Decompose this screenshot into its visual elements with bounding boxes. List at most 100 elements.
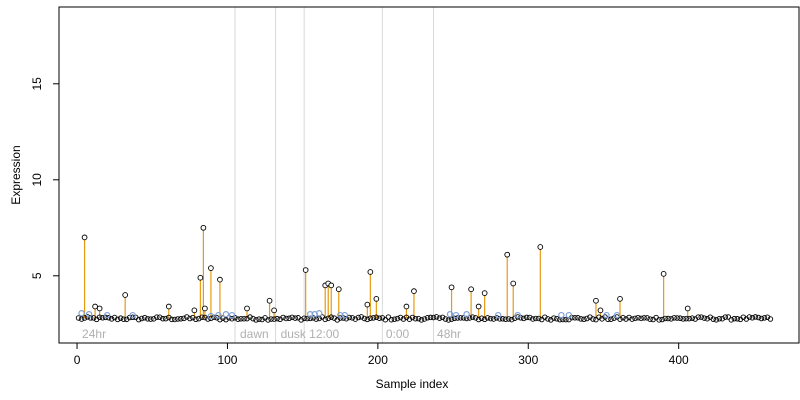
baseline-point (99, 315, 106, 321)
baseline-point (394, 315, 401, 322)
baseline-point (370, 315, 377, 321)
baseline-point (81, 315, 88, 321)
baseline-point (758, 315, 765, 322)
baseline-point (545, 316, 551, 322)
baseline-point (169, 316, 175, 323)
highlighted-point (81, 234, 88, 241)
x-axis-label: Sample index (376, 377, 449, 391)
baseline-point (752, 314, 759, 320)
highlighted-point (510, 280, 517, 287)
baseline-point (641, 315, 647, 321)
baseline-point (352, 316, 359, 322)
baseline-point (151, 316, 157, 322)
baseline-point (108, 316, 115, 322)
baseline-point (530, 316, 536, 322)
baseline-point (355, 314, 362, 321)
blue-point (306, 311, 314, 318)
baseline-point (533, 315, 539, 322)
highlighted-points (81, 224, 691, 314)
baseline-point (710, 316, 717, 322)
baseline-point (728, 317, 735, 323)
baseline-point (307, 315, 313, 322)
baseline-point (141, 314, 148, 321)
baseline-point (364, 316, 371, 323)
baseline-point (114, 316, 121, 323)
y-axis-label: Expression (9, 145, 23, 204)
baseline-point (235, 316, 241, 322)
blue-point (207, 312, 215, 320)
baseline-point (343, 315, 350, 322)
y-axis: 5 10 15 (30, 77, 59, 279)
blue-point (613, 311, 621, 319)
baseline-point (349, 315, 356, 321)
highlighted-point (617, 295, 623, 302)
baseline-point (563, 316, 569, 323)
baseline-point (689, 315, 695, 321)
baseline-point (259, 316, 265, 323)
baseline-point (584, 315, 590, 322)
baseline-point (75, 315, 82, 321)
baseline-point (611, 315, 617, 321)
baseline-point (635, 314, 641, 321)
baseline-point (160, 315, 166, 322)
baseline-point (244, 315, 250, 322)
baseline-point (412, 315, 419, 322)
x-tick-label: 400 (669, 353, 689, 367)
baseline-point (298, 317, 304, 323)
plot-frame (58, 6, 800, 344)
baseline-point (701, 315, 707, 321)
baseline-point (683, 315, 689, 322)
highlighted-point (367, 269, 374, 275)
baseline-point (481, 316, 488, 323)
baseline-point (527, 314, 533, 321)
stem-lines (83, 227, 689, 319)
baseline-point (421, 316, 428, 322)
blue-point (494, 311, 502, 319)
baseline-point (674, 315, 680, 321)
highlighted-point (191, 307, 198, 314)
baseline-point (439, 314, 446, 321)
baseline-point (175, 316, 181, 322)
highlighted-point (165, 303, 172, 310)
y-tick-label: 10 (30, 173, 44, 187)
baseline-point (442, 316, 449, 322)
baseline-point (286, 315, 292, 322)
baseline-point (250, 315, 256, 322)
blue-point (316, 310, 323, 317)
blue-point (215, 311, 222, 319)
baseline-point (551, 315, 557, 321)
highlighted-point (468, 286, 474, 293)
highlighted-point (373, 295, 380, 302)
baseline-point (247, 314, 253, 320)
baseline-point (725, 314, 732, 320)
blue-point (228, 311, 236, 319)
baseline-point (677, 315, 683, 321)
highlighted-point (504, 251, 511, 258)
baseline-point (418, 317, 425, 323)
baseline-point (346, 314, 353, 321)
baseline-point (722, 314, 729, 320)
highlighted-point (197, 274, 204, 281)
section-label: 48hr (437, 327, 461, 341)
baseline-point (761, 315, 768, 321)
baseline-point (475, 316, 482, 323)
baseline-point (554, 316, 560, 322)
baseline-point (154, 314, 160, 320)
highlighted-point (96, 305, 103, 312)
baseline-point (229, 315, 235, 322)
highlighted-point (411, 288, 417, 295)
baseline-point (181, 315, 187, 322)
baseline-point (385, 314, 392, 320)
highlighted-point (92, 303, 98, 310)
baseline-point (490, 316, 497, 322)
baseline-point (322, 316, 328, 323)
blue-point (603, 311, 610, 319)
baseline-point (376, 315, 383, 321)
baseline-point (265, 317, 271, 323)
highlighted-point (122, 292, 129, 298)
baseline-point (87, 315, 94, 321)
baseline-point (767, 316, 774, 322)
highlighted-point (302, 267, 309, 273)
highlighted-point (448, 284, 455, 291)
baseline-point (581, 316, 587, 323)
